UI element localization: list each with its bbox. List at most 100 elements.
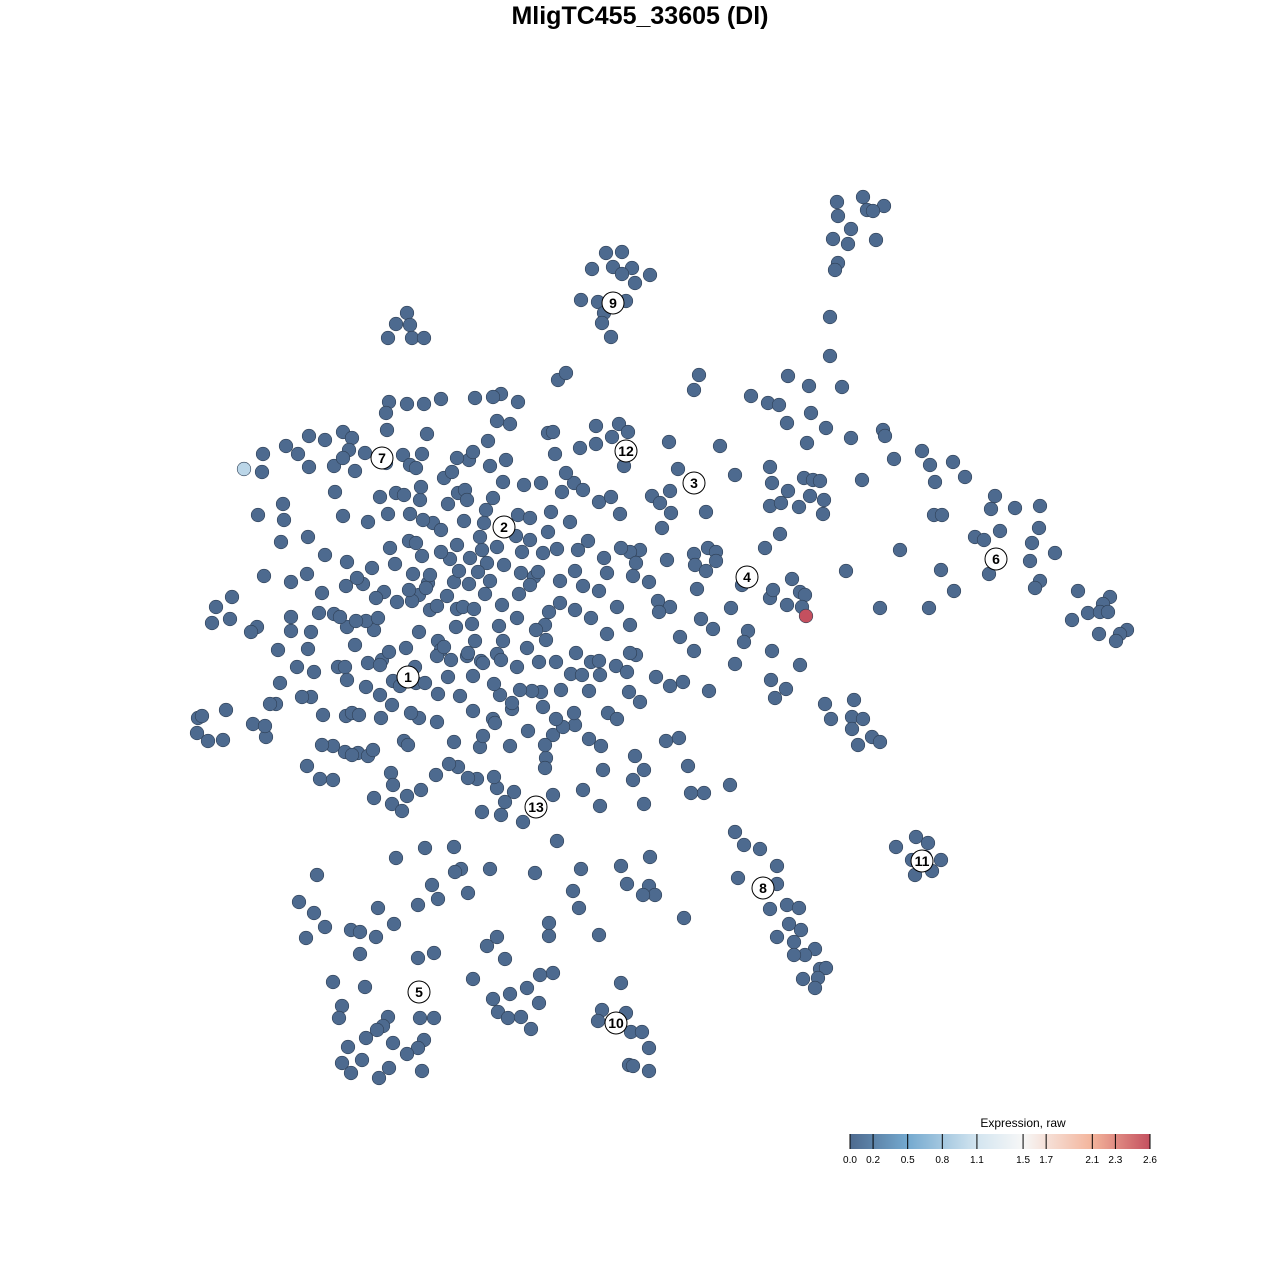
cell-point — [384, 796, 400, 812]
cell-point — [428, 767, 444, 783]
cell-point — [786, 934, 802, 950]
cell-point — [480, 433, 496, 449]
cell-point — [527, 865, 543, 881]
cell-point — [567, 563, 583, 579]
cell-point — [276, 512, 292, 528]
cell-point — [566, 705, 582, 721]
cell-point — [762, 459, 778, 475]
cluster-label-text: 5 — [415, 984, 423, 1000]
cell-point — [429, 714, 445, 730]
cell-point — [443, 652, 459, 668]
cell-point — [477, 586, 493, 602]
cell-point — [456, 513, 472, 529]
cluster-label: 5 — [407, 980, 431, 1004]
cell-point — [388, 316, 404, 332]
cell-point — [1027, 580, 1043, 596]
cell-point — [592, 798, 608, 814]
cell-point — [670, 461, 686, 477]
cell-point — [380, 506, 396, 522]
cell-point — [743, 388, 759, 404]
cell-point — [672, 629, 688, 645]
cluster-label-circle — [682, 471, 706, 495]
legend-tick-label: 0.0 — [843, 1155, 857, 1166]
cell-point — [565, 883, 581, 899]
cell-point — [815, 506, 831, 522]
cell-point — [475, 655, 491, 671]
cell-point — [584, 261, 600, 277]
cluster-label: 11 — [910, 849, 934, 873]
cell-point — [291, 894, 307, 910]
cell-point — [621, 684, 637, 700]
legend-tick-label: 1.5 — [1016, 1155, 1030, 1166]
cell-point — [516, 477, 532, 493]
cell-point — [769, 858, 785, 874]
cell-point — [411, 624, 427, 640]
cell-point — [987, 488, 1003, 504]
cell-point — [380, 330, 396, 346]
cell-point — [218, 702, 234, 718]
cluster-label-text: 11 — [915, 853, 930, 869]
cell-point — [465, 444, 481, 460]
cell-point — [462, 550, 478, 566]
cell-point — [366, 790, 382, 806]
cell-point — [460, 645, 476, 661]
cell-point — [596, 550, 612, 566]
cell-point — [348, 613, 364, 629]
cell-point — [591, 583, 607, 599]
cluster-label-text: 13 — [528, 799, 544, 815]
cell-point — [430, 891, 446, 907]
cell-point — [581, 683, 597, 699]
cell-point — [651, 604, 667, 620]
cell-point — [394, 803, 410, 819]
legend-tick-label: 2.1 — [1085, 1155, 1099, 1166]
cell-point — [306, 664, 322, 680]
cell-point — [575, 482, 591, 498]
cell-point — [628, 555, 644, 571]
cell-point — [795, 971, 811, 987]
cell-point — [865, 203, 881, 219]
cell-point — [408, 535, 424, 551]
cell-point — [921, 600, 937, 616]
cell-point — [686, 643, 702, 659]
cell-point — [803, 405, 819, 421]
cell-point — [470, 564, 486, 580]
cell-point — [448, 619, 464, 635]
cell-point — [317, 919, 333, 935]
cell-point — [613, 540, 629, 556]
cell-point — [793, 922, 809, 938]
cell-point — [486, 769, 502, 785]
cell-point — [767, 690, 783, 706]
cell-point — [689, 581, 705, 597]
cell-point — [257, 718, 273, 734]
cell-point — [335, 508, 351, 524]
cell-point — [410, 950, 426, 966]
cell-point — [1100, 604, 1116, 620]
cell-point — [801, 378, 817, 394]
cell-point — [204, 615, 220, 631]
cell-point — [779, 597, 795, 613]
cell-point — [636, 796, 652, 812]
cell-point — [314, 737, 330, 753]
cell-point — [433, 544, 449, 560]
cell-point — [693, 611, 709, 627]
cell-point — [1031, 520, 1047, 536]
cell-point — [772, 526, 788, 542]
legend-tick-label: 2.3 — [1108, 1155, 1122, 1166]
cell-point — [535, 545, 551, 561]
cell-point — [358, 679, 374, 695]
cell-point — [344, 747, 360, 763]
cell-point — [301, 459, 317, 475]
cell-point — [510, 394, 526, 410]
cell-point — [581, 731, 597, 747]
cell-point — [402, 506, 418, 522]
cell-point — [489, 413, 505, 429]
cell-point — [461, 576, 477, 592]
cell-point — [892, 542, 908, 558]
cell-point — [844, 721, 860, 737]
cell-point — [554, 484, 570, 500]
cell-point — [945, 454, 961, 470]
cell-point — [797, 587, 813, 603]
expressing-cell-point — [798, 608, 814, 624]
cell-point — [680, 758, 696, 774]
